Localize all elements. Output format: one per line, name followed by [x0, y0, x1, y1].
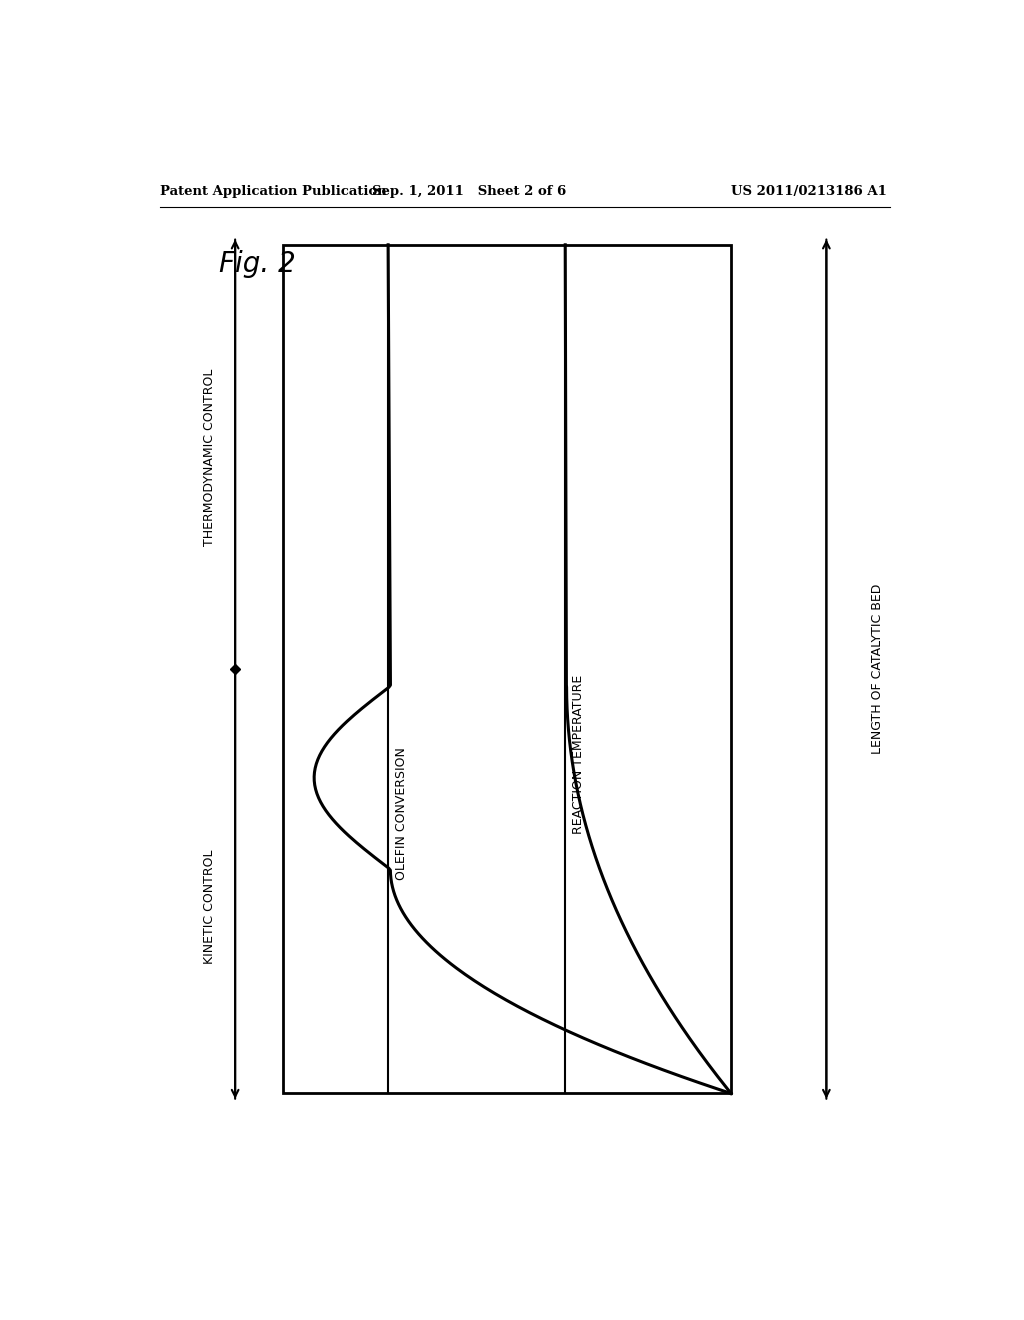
Text: Fig. 2: Fig. 2	[219, 249, 296, 279]
Bar	[283, 244, 731, 1093]
Text: LENGTH OF CATALYTIC BED: LENGTH OF CATALYTIC BED	[871, 583, 885, 754]
Text: THERMODYNAMIC CONTROL: THERMODYNAMIC CONTROL	[203, 368, 216, 545]
Text: OLEFIN CONVERSION: OLEFIN CONVERSION	[395, 747, 409, 880]
Text: Patent Application Publication: Patent Application Publication	[160, 185, 386, 198]
Text: US 2011/0213186 A1: US 2011/0213186 A1	[731, 185, 887, 198]
Text: REACTION TEMPERATURE: REACTION TEMPERATURE	[572, 675, 585, 834]
Text: Sep. 1, 2011   Sheet 2 of 6: Sep. 1, 2011 Sheet 2 of 6	[372, 185, 566, 198]
Text: KINETIC CONTROL: KINETIC CONTROL	[203, 850, 216, 964]
